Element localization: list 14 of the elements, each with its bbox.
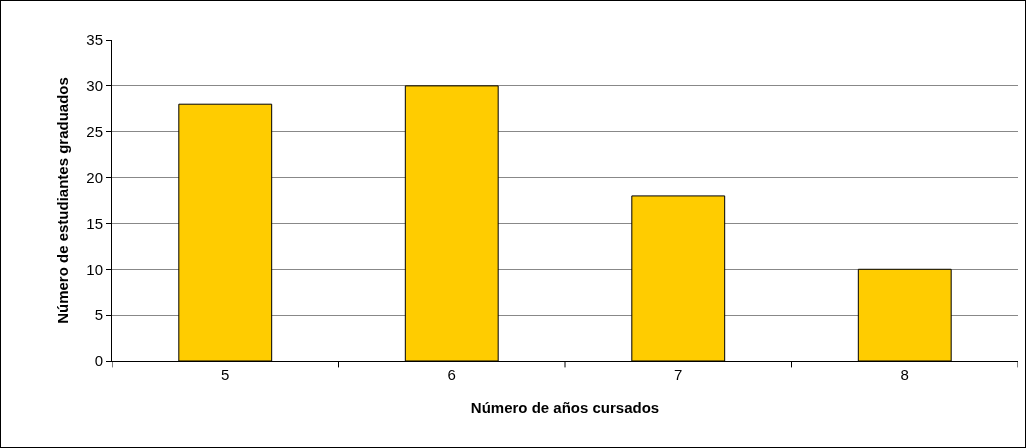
x-tick-label: 8: [900, 366, 909, 383]
x-tick-label: 7: [674, 366, 683, 383]
y-axis-title: Número de estudiantes graduados: [53, 77, 71, 324]
y-tick-label: 0: [94, 352, 103, 370]
x-tick-label: 6: [447, 366, 456, 383]
y-tick-label: 20: [86, 168, 103, 186]
y-tick-label: 25: [86, 122, 103, 140]
y-tick-label: 35: [86, 31, 103, 49]
y-tick-label: 10: [86, 260, 103, 278]
y-tick-label: 30: [86, 77, 103, 95]
x-tick-label: 5: [221, 366, 230, 383]
y-tick-label: 15: [86, 214, 103, 232]
x-axis-title: Número de años cursados: [470, 399, 660, 416]
y-tick-label: 5: [94, 306, 103, 324]
